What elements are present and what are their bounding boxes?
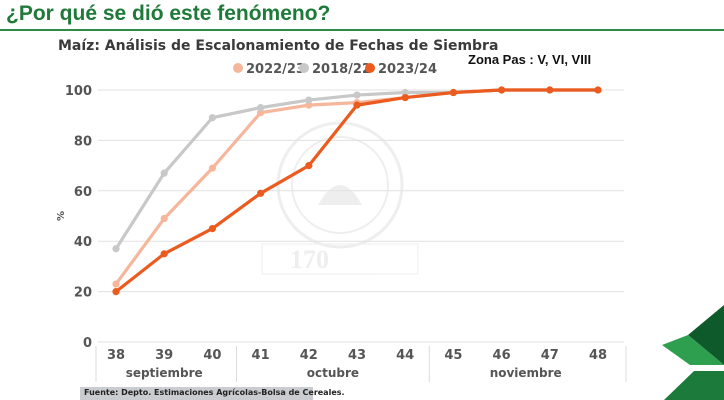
data-point [160,214,168,223]
x-tick-label: 45 [444,348,462,363]
data-point [401,93,409,102]
data-point [353,101,361,109]
x-tick-label: 41 [252,348,270,363]
data-point [257,109,265,117]
x-tick-label: 40 [203,348,221,363]
chart-title: Maíz: Análisis de Escalonamiento de Fech… [58,38,499,54]
data-point [498,86,506,94]
x-tick-label: 38 [107,348,125,363]
source-bar [80,387,313,400]
data-point [305,96,313,104]
title-divider [0,29,724,31]
data-point [112,280,120,288]
data-point [449,88,457,97]
svg-text:170: 170 [290,245,329,274]
y-tick-label: 0 [83,336,92,351]
y-tick-label: 60 [74,185,92,200]
slide-title: ¿Por qué se dió este fenómeno? [6,2,331,25]
y-tick-label: 100 [65,84,92,99]
month-group-label: noviembre [490,366,562,380]
data-point [305,162,313,170]
legend-marker [299,63,309,73]
y-tick-label: 40 [74,235,92,250]
data-point [208,164,216,172]
legend-label: 2023/24 [378,62,437,77]
x-tick-label: 46 [493,348,511,363]
source-text: Fuente: Depto. Estimaciones Agrícolas-Bo… [84,388,345,397]
data-point [208,114,216,122]
y-axis-label: % [56,211,67,221]
legend-marker [233,63,243,73]
zone-label: Zona Pas : V, VI, VIII [468,52,592,67]
legend-label: 2018/22 [312,62,371,77]
data-point [257,104,265,112]
data-point [257,189,265,197]
data-point [112,245,120,253]
x-tick-label: 44 [396,348,414,363]
series-line [114,88,600,286]
legend: 2022/23 2018/22 2023/24 [233,62,437,77]
legend-marker [365,63,375,73]
axis-layer: 0 20 40 60 80 100% 38 39 40 41 42 43 44 45 46 47 48 septi… [56,84,627,382]
series-layer [112,86,602,296]
y-tick-label: 80 [74,134,92,149]
data-point [353,91,361,99]
x-tick-label: 42 [300,348,318,363]
data-point [401,88,409,97]
month-group-label: octubre [307,366,359,380]
x-tick-label: 39 [155,348,173,363]
data-point [546,86,554,94]
x-tick-label: 48 [589,348,607,363]
month-group-label: septiembre [126,366,203,380]
y-tick-label: 20 [74,286,92,301]
legend-label: 2022/23 [246,62,305,77]
series-line [114,88,600,251]
data-point [160,169,168,177]
x-tick-label: 43 [348,348,366,363]
data-point [594,86,602,94]
data-point [160,250,168,258]
data-point [112,288,120,296]
bolsa-de-cereales-watermark: 170 [261,121,419,275]
x-tick-label: 47 [541,348,559,363]
corner-logo-icon [662,305,724,400]
data-point [305,101,313,109]
data-point [208,225,216,233]
